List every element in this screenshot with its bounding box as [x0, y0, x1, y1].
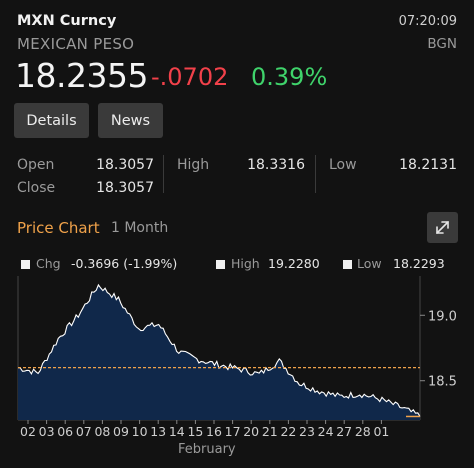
x-tick-label: 01: [373, 424, 389, 439]
x-tick-label: 17: [225, 424, 241, 439]
x-tick-label: 03: [39, 424, 55, 439]
expand-chart-button[interactable]: [427, 212, 458, 243]
chart-range[interactable]: 1 Month: [111, 220, 169, 236]
ticker-symbol: MXN Curncy: [17, 13, 117, 29]
price-chart-title: Price Chart: [17, 219, 100, 237]
close-value: 18.3057: [96, 180, 154, 196]
low-label: Low: [329, 157, 357, 173]
price-source: BGN: [427, 36, 457, 52]
security-name: MEXICAN PESO: [17, 35, 135, 53]
low-legend-value: 18.2293: [393, 256, 445, 271]
stats-divider: [315, 155, 316, 193]
timestamp: 07:20:09: [398, 14, 457, 29]
close-label: Close: [17, 180, 56, 196]
price-chart[interactable]: 19.0 18.5 02 03 06 07 08 09 10 13 14 15 16 17 20 21 22 23…: [0, 276, 474, 442]
high-legend-label: High: [231, 256, 260, 271]
details-button[interactable]: Details: [14, 103, 89, 138]
x-tick-label: 15: [187, 424, 203, 439]
stats-divider: [163, 155, 164, 193]
x-tick-label: 28: [355, 424, 371, 439]
low-legend-label: Low: [357, 256, 382, 271]
percent-change: 0.39%: [251, 63, 328, 91]
price-area-fill: [18, 284, 420, 420]
month-axis-label: February: [178, 442, 236, 457]
x-tick-label: 09: [113, 424, 129, 439]
low-value: 18.2131: [399, 157, 457, 173]
x-tick-label: 22: [280, 424, 296, 439]
x-tick-label: 10: [132, 424, 148, 439]
last-price: 18.2355: [15, 56, 148, 95]
y-tick-label: 18.5: [428, 375, 457, 390]
high-value: 18.3316: [247, 157, 305, 173]
low-legend-marker: [343, 260, 352, 269]
high-legend-marker: [216, 260, 225, 269]
x-tick-label: 14: [169, 424, 185, 439]
high-legend-value: 19.2280: [268, 256, 320, 271]
open-value: 18.3057: [96, 157, 154, 173]
x-tick-label: 13: [150, 424, 166, 439]
high-label: High: [177, 157, 210, 173]
x-tick-label: 20: [243, 424, 259, 439]
x-tick-label: 24: [318, 424, 334, 439]
x-tick-label: 07: [76, 424, 92, 439]
x-tick-label: 21: [262, 424, 278, 439]
expand-arrows-icon: [436, 221, 449, 234]
x-tick-label: 02: [20, 424, 36, 439]
net-change: -.0702: [151, 63, 229, 91]
x-tick-label: 27: [336, 424, 352, 439]
y-tick-label: 19.0: [428, 309, 457, 324]
news-button[interactable]: News: [98, 103, 163, 138]
x-tick-label: 16: [206, 424, 222, 439]
chg-legend-label: Chg: [36, 256, 61, 271]
x-tick-label: 08: [94, 424, 110, 439]
chg-legend-marker: [21, 260, 30, 269]
chg-legend-value: -0.3696 (-1.99%): [71, 256, 178, 271]
x-tick-label: 06: [57, 424, 73, 439]
open-label: Open: [17, 157, 55, 173]
x-tick-label: 23: [299, 424, 315, 439]
